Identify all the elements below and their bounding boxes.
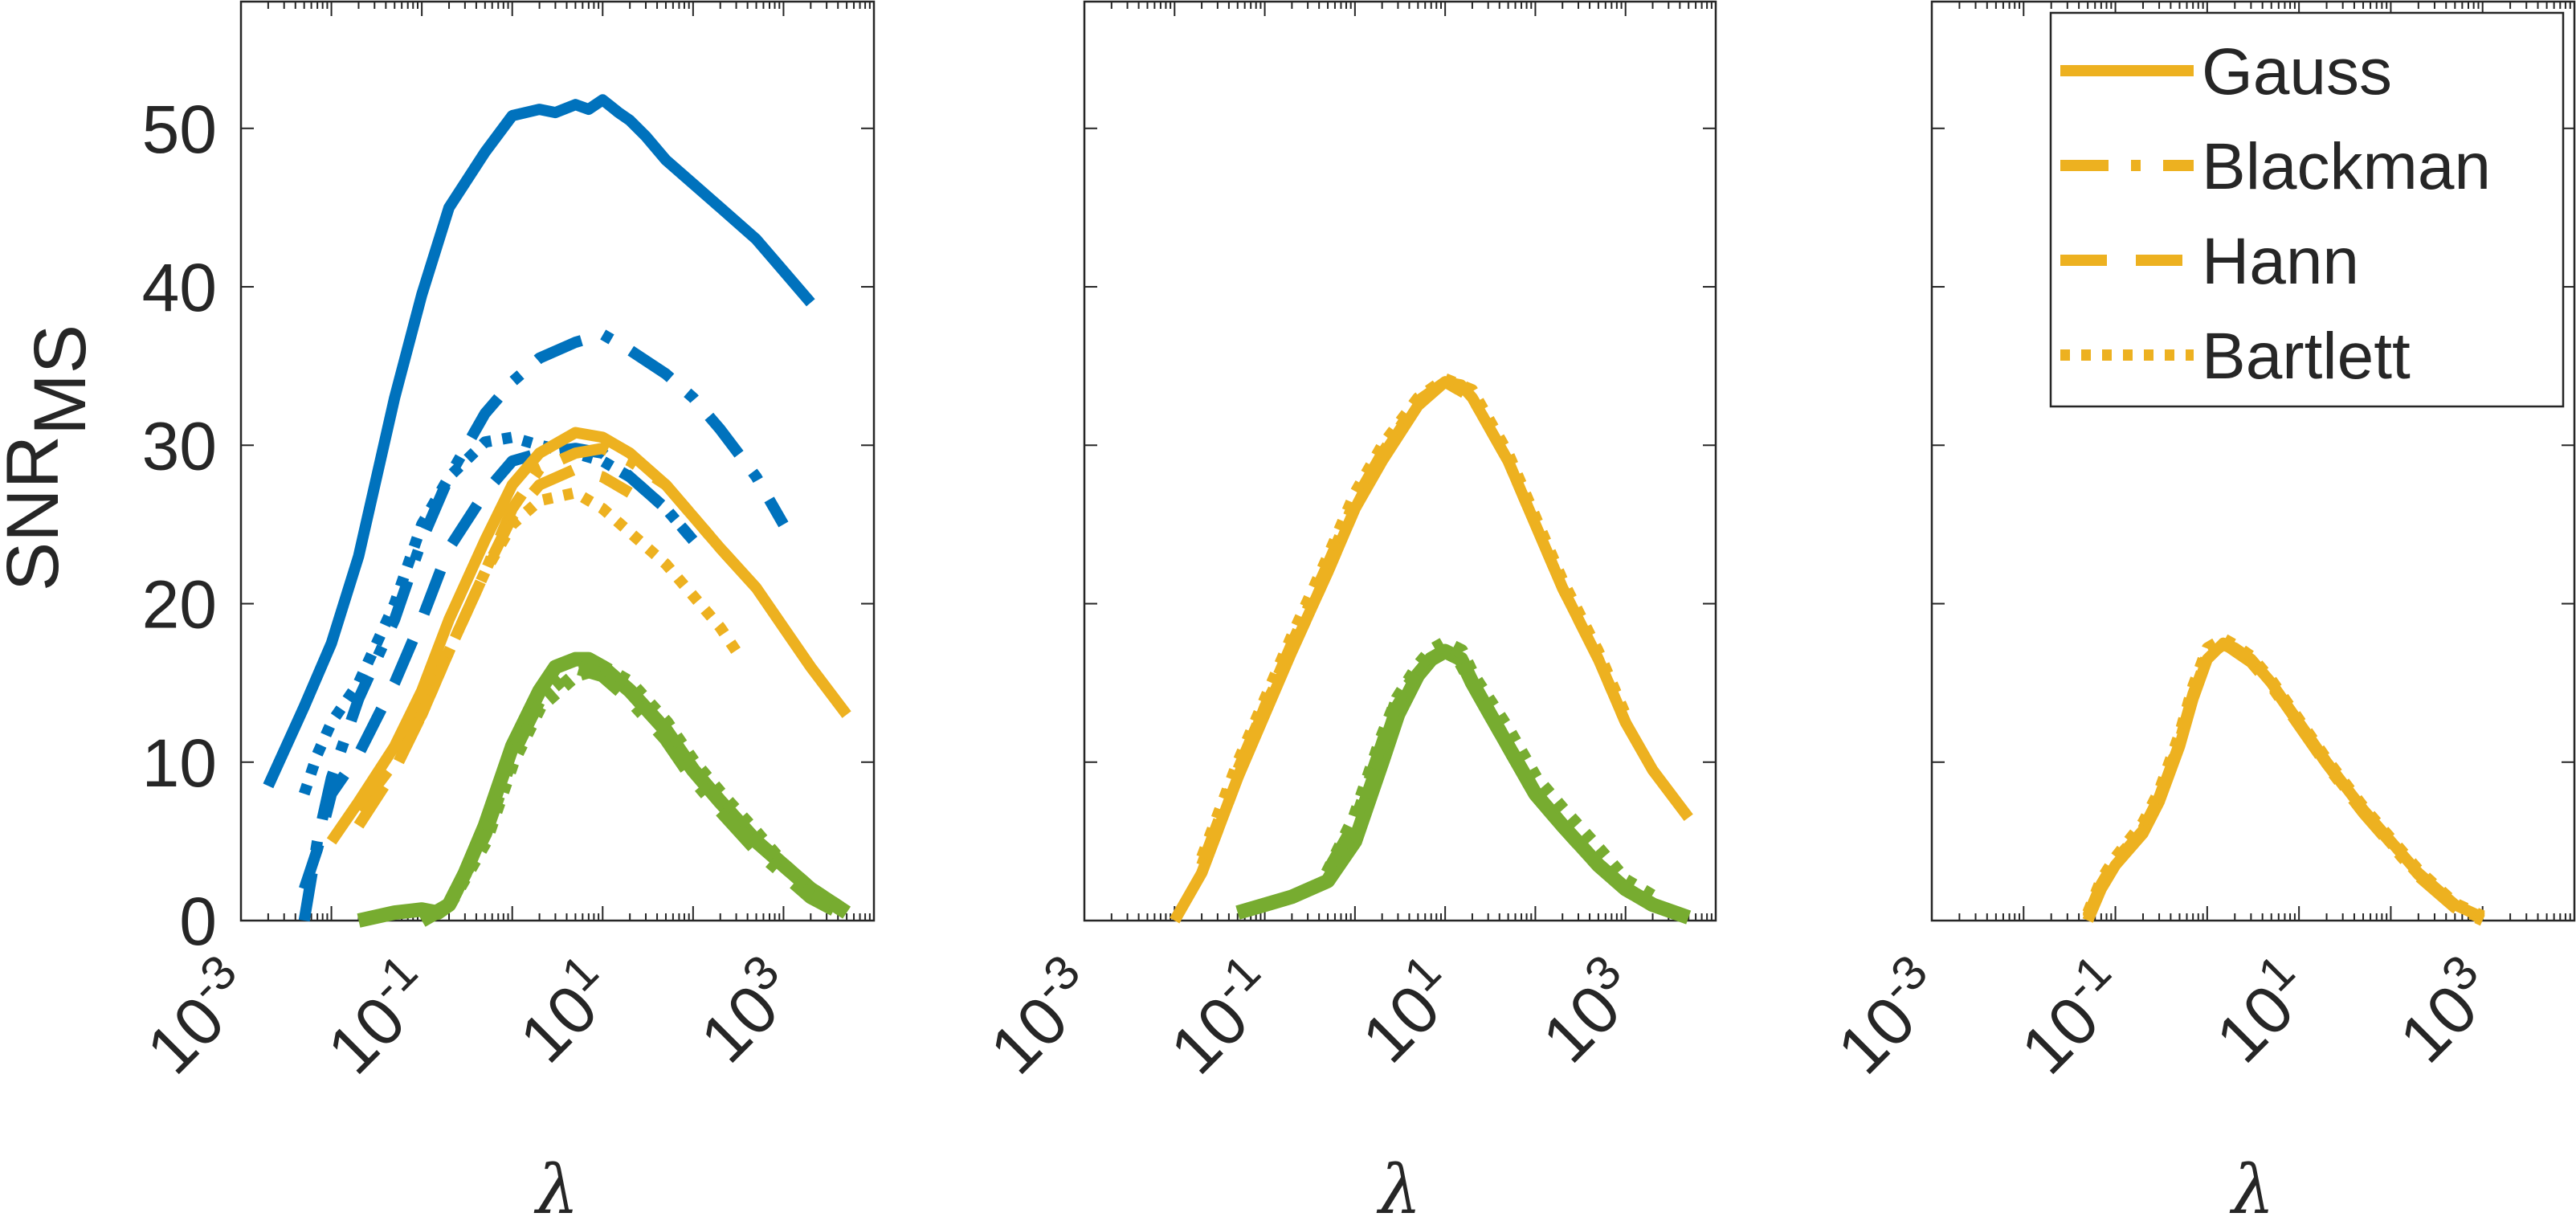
axes-box [239, 0, 876, 922]
y-tick-label: 40 [142, 250, 217, 325]
x-tick-label: 10-1 [2000, 945, 2144, 1088]
axes-box [1930, 0, 2576, 922]
series-line-orange-dashdot [353, 443, 761, 814]
series-line-orange-dotted [416, 487, 741, 717]
subplot-3: 10-3 10-1 101 103 λ Gauss Blackman Hann Bartlett [1816, 0, 2576, 1221]
series-line-orange-dotted [2082, 632, 2485, 921]
subplot-2: 10-3 10-1 101 103 λ [969, 0, 1717, 1221]
legend-label: Hann [2202, 225, 2359, 298]
x-tick-label: 101 [2194, 945, 2327, 1077]
x-tick-label: 101 [498, 945, 631, 1077]
legend-label: Blackman [2202, 130, 2491, 203]
y-axis-label-base: SNR [0, 435, 74, 591]
x-tick-label: 103 [1521, 945, 1654, 1077]
series-line-green-dashed [1321, 643, 1657, 912]
x-tick-label: 10-1 [306, 945, 450, 1088]
series-line-orange-dashed [353, 463, 633, 829]
series-line-blue-dashed [299, 443, 698, 891]
series-line-blue-solid [263, 94, 815, 789]
x-axis-label: λ [1376, 1150, 1421, 1221]
y-axis-label-subscript: MS [19, 325, 101, 435]
y-tick-label: 20 [142, 567, 217, 643]
x-tick-label: 10-3 [969, 945, 1112, 1088]
series-line-orange-dashed [2082, 639, 2485, 925]
series-line-blue-dashdot [298, 329, 789, 922]
x-tick-label: 10-3 [1816, 945, 1960, 1088]
x-tick-label: 10-1 [1149, 945, 1293, 1088]
series-line-blue-dotted [299, 431, 698, 796]
legend-label: Bartlett [2202, 320, 2411, 393]
series-line-orange-solid [326, 427, 851, 845]
series-line-green-dotted [1321, 635, 1657, 904]
y-axis-label: SNRMS [0, 325, 101, 591]
x-tick-label: 103 [2378, 945, 2511, 1077]
x-axis-label: λ [533, 1150, 578, 1221]
legend-label: Gauss [2202, 35, 2392, 108]
series-line-orange-dashdot [1196, 376, 1631, 868]
x-tick-label: 10-3 [125, 945, 269, 1088]
x-axis-label: λ [2229, 1150, 2274, 1221]
series-line-orange-dotted [1196, 373, 1631, 860]
y-tick-label: 50 [142, 92, 217, 167]
axes-box [1083, 0, 1717, 922]
subplot-1: 10-3 10-1 101 103 0 10 20 30 40 50 λ SNRMS [0, 0, 876, 1221]
x-tick-label: 101 [1341, 945, 1473, 1077]
legend-box [2049, 11, 2565, 408]
x-tick-label: 103 [680, 945, 812, 1077]
y-tick-label: 30 [142, 408, 217, 484]
y-tick-label: 0 [179, 884, 217, 959]
y-tick-label: 10 [142, 725, 217, 801]
